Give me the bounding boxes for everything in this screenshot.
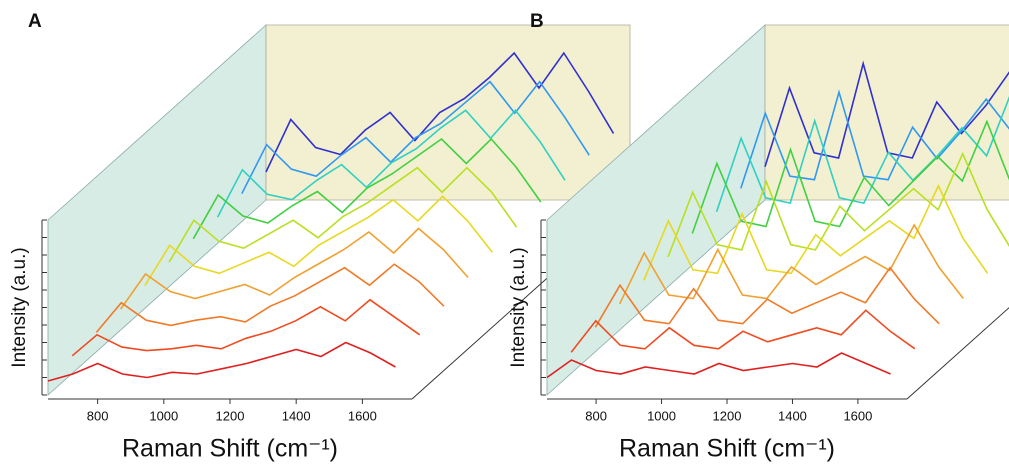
panel-label: B: [530, 11, 544, 32]
y-axis-label: Intensity (a.u.): [9, 247, 30, 367]
spectrum: [265, 51, 615, 173]
x-tick-label: 1000: [647, 408, 676, 423]
spectrum: [216, 109, 566, 218]
back-wall: [265, 24, 631, 201]
x-tick-label: 1200: [216, 408, 245, 423]
panel-label: A: [28, 11, 42, 32]
spectrum: [546, 352, 891, 379]
x-tick-label: 1000: [149, 408, 178, 423]
side-wall: [47, 24, 267, 396]
spectrum: [144, 195, 493, 287]
spectrum: [71, 298, 421, 357]
spectrum: [667, 151, 1009, 258]
spectrum: [570, 309, 916, 353]
y-axis-label: Intensity (a.u.): [508, 247, 529, 367]
x-tick-label: 1400: [282, 408, 311, 423]
x-tick-label: 1600: [348, 408, 377, 423]
x-axis-label: Raman Shift (cm⁻¹): [122, 435, 338, 463]
spectrum: [594, 266, 940, 328]
x-tick-label: 800: [87, 408, 109, 423]
x-tick-label: 1600: [843, 408, 872, 423]
spectrum: [47, 341, 396, 382]
panel: 800 1000 1200 1400 1600 Raman Shift (cm⁻¹) Int…: [508, 11, 1009, 463]
spectrum: [241, 80, 590, 195]
spectrum: [643, 183, 989, 281]
x-axis-label: Raman Shift (cm⁻¹): [619, 435, 835, 463]
depth-axis: [906, 307, 1009, 400]
x-tick-label: 800: [585, 408, 607, 423]
spectrum: [618, 223, 964, 305]
spectrum: [95, 263, 445, 333]
spectrum: [168, 166, 518, 263]
spectrum: [120, 227, 469, 310]
x-tick-label: 1400: [778, 408, 807, 423]
back-wall: [764, 24, 1009, 201]
spectrum: [691, 119, 1009, 234]
spectrum: [192, 137, 542, 240]
panel: 800 1000 1200 1400 1600 Raman Shift (cm⁻¹) Int…: [9, 11, 631, 463]
x-tick-label: 1200: [713, 408, 742, 423]
